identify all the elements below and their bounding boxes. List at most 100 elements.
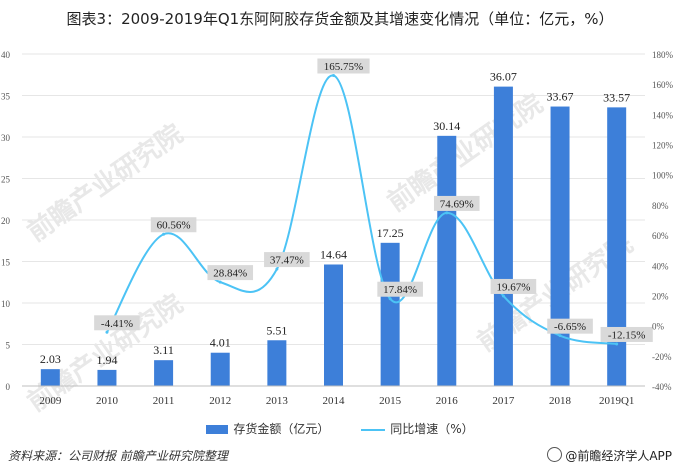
x-tick-label: 2009 [39,395,62,407]
x-tick-label: 2013 [266,395,289,407]
y-left-tick-label: 30 [1,133,11,143]
line-label-box [150,217,197,233]
line-point [275,267,279,271]
x-tick-label: 2012 [209,395,231,407]
footer: 资料来源：公司财报 前瞻产业研究院整理 @前瞻经济学人APP [8,447,672,467]
bar [40,369,60,386]
y-right-tick-label: 60% [652,231,669,241]
line-label-box [317,58,370,74]
x-tick-label: 2011 [153,395,175,407]
y-right-tick-label: 20% [652,291,669,301]
brand-credit: @前瞻经济学人APP [547,447,672,464]
line-label-text: -6.65% [554,321,586,333]
line-label-box [377,281,423,297]
line-label-box [94,315,140,331]
x-tick-label: 2018 [549,395,572,407]
bar-value-label: 33.67 [547,90,574,104]
y-right-tick-label: 160% [652,80,674,90]
legend-item-bar[interactable]: 存货金额（亿元） [206,420,329,437]
y-left-tick-label: 15 [1,258,11,268]
line-point [218,280,222,284]
line-value-label: 19.67% [490,278,537,294]
bar-value-label: 1.94 [96,353,117,367]
line-label-text: 60.56% [157,220,191,232]
line-label-text: 19.67% [496,281,530,293]
legend-bar-swatch [206,425,229,434]
bar [380,242,400,386]
bar-value-label: 3.11 [153,343,174,357]
source-note: 资料来源：公司财报 前瞻产业研究院整理 [8,449,228,463]
bar [324,264,343,386]
bar-value-label: 33.57 [603,90,630,104]
line-label-text: 37.47% [270,255,304,267]
y-right-tick-label: 100% [652,171,674,181]
legend-bar-label: 存货金额（亿元） [233,422,330,436]
y-right-tick-label: 0% [652,322,665,332]
line-label-text: 28.84% [213,268,247,280]
legend-line-label: 同比增速（%） [390,422,474,436]
bar [267,340,287,386]
line-value-label: 165.75% [317,58,370,74]
line-value-label: 28.84% [207,265,254,281]
bar-value-label: 14.64 [320,247,347,261]
bar-series [40,86,627,386]
y-right-tick-label: 40% [652,261,669,271]
bar [607,107,627,386]
line-label-box [264,252,310,268]
y-left-tick-label: 40 [1,50,11,60]
bar [493,86,513,386]
y-left-tick-label: 35 [1,92,11,102]
line-label-text: -12.15% [608,329,646,341]
line-label-box [600,326,653,342]
line-value-label: -6.65% [547,318,593,334]
bar-value-label: 2.03 [40,352,61,366]
axes: 0 5 10 15 20 25 30 35 40 -40% -20% 0% 20% 40% 60% 80% 10… [1,50,674,407]
y-left-tick-label: 10 [1,299,11,309]
bar-data-labels: 2.03 1.94 3.11 4.01 5.51 14.64 17.25 30.14 36.07… [40,70,630,367]
y-right-tick-label: 180% [652,50,674,60]
line-point [332,74,335,78]
line-value-label: 60.56% [150,217,197,233]
bar [550,106,570,386]
line-point [388,297,392,301]
x-tick-label: 2015 [379,395,402,407]
x-tick-label: 2019Q1 [599,395,634,407]
x-tick-label: 2016 [436,395,459,407]
y-left-tick-label: 0 [6,382,11,392]
line-label-text: 165.75% [324,61,363,73]
line-point [501,294,505,298]
bar-value-label: 5.51 [266,323,287,337]
x-tick-label: 2010 [96,395,119,407]
bar [210,352,230,386]
bar [154,360,174,386]
legend-line-swatch [361,428,386,431]
bar-value-label: 17.25 [377,226,404,240]
line-point [162,232,166,236]
brand-logo-icon [547,447,563,462]
y-left-tick-label: 25 [1,175,11,185]
bar-value-label: 36.07 [490,70,517,84]
line-data-labels: -4.41% 60.56% 28.84% 37.47% 165.75% 17.84% 74.… [94,58,653,342]
x-tick-label: 2014 [323,395,346,407]
line-label-box [433,195,480,211]
x-tick-label: 2017 [492,395,515,407]
line-label-text: 74.69% [440,198,474,210]
line-point [615,342,619,346]
line-label-box [207,265,254,281]
line-value-label: -4.41% [94,315,140,331]
bar [97,369,117,386]
brand-text: @前瞻经济学人APP [565,449,672,463]
legend-item-line[interactable]: 同比增速（%） [361,420,474,437]
line-label-box [490,278,537,294]
y-right-tick-label: 120% [652,141,674,151]
bar-value-label: 4.01 [210,336,231,350]
y-right-tick-label: -20% [652,352,672,362]
y-right-tick-label: 80% [652,201,669,211]
line-value-label: -12.15% [600,326,653,342]
line-value-label: 17.84% [377,281,423,297]
y-right-tick-label: 140% [652,110,674,120]
line-series [105,74,619,346]
y-right-tick-label: -40% [652,382,672,392]
line-point [558,334,562,338]
y-left-tick-label: 20 [1,216,11,226]
